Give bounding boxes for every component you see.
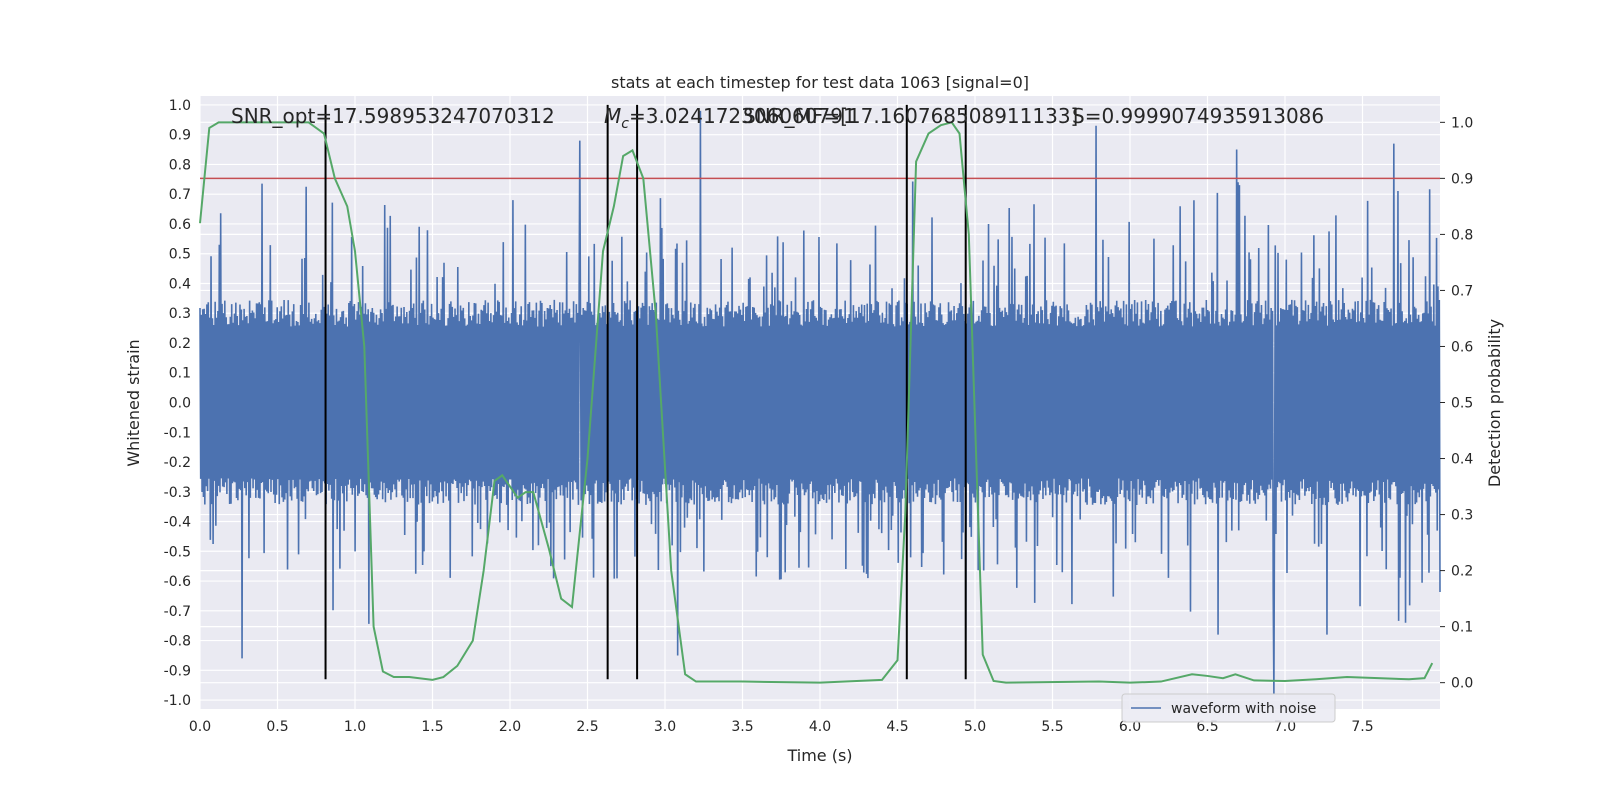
y2-tick-label: 0.8	[1451, 227, 1473, 243]
y-tick-label: 0.5	[169, 247, 191, 263]
annotation-snr-opt: SNR_opt=17.598953247070312	[231, 104, 555, 128]
y2-axis-label: Detection probability	[1485, 319, 1504, 487]
legend-label: waveform with noise	[1171, 701, 1316, 717]
mc-symbol: M	[604, 104, 621, 128]
x-tick-label: 2.5	[576, 719, 598, 735]
y-tick-label: -0.5	[164, 544, 191, 560]
x-tick-label: 4.5	[886, 719, 908, 735]
y-tick-label: -0.9	[164, 663, 191, 679]
y2-tick-label: 0.7	[1451, 283, 1473, 299]
y-tick-label: -0.7	[164, 604, 191, 620]
y-tick-label: 0.9	[169, 128, 191, 144]
y-tick-labels: 1.0 0.9 0.8 0.7 0.6 0.5 0.4 0.3 0.2 0.1 0.0 -0.1 -0.…	[164, 98, 191, 709]
y-tick-label: 0.6	[169, 217, 191, 233]
y2-tick-label: 0.0	[1451, 676, 1473, 692]
x-tick-label: 7.5	[1351, 719, 1373, 735]
x-tick-label: 6.5	[1196, 719, 1218, 735]
x-axis-label: Time (s)	[786, 746, 852, 765]
x-tick-label: 0.0	[189, 719, 211, 735]
y-tick-label: -0.2	[164, 455, 191, 471]
event-markers	[324, 104, 967, 680]
y-tick-label: -0.6	[164, 574, 191, 590]
x-tick-label: 1.5	[421, 719, 443, 735]
x-tick-label: 3.0	[654, 719, 676, 735]
annotation-s: S=0.9999074935913086	[1072, 104, 1324, 128]
y2-tick-label: 0.1	[1451, 620, 1473, 636]
y-tick-label: -0.8	[164, 634, 191, 650]
y2-tick-label: 0.9	[1451, 171, 1473, 187]
legend: waveform with noise	[1121, 693, 1336, 723]
y2-tick-label: 0.2	[1451, 564, 1473, 580]
x-tick-label: 6.0	[1119, 719, 1141, 735]
y-tick-label: 0.4	[169, 276, 191, 292]
mc-value: =3.024172306060791	[629, 104, 856, 128]
y-tick-label: -0.4	[164, 515, 191, 531]
y-tick-label: 0.7	[169, 187, 191, 203]
annotation-mc: Mc=3.024172306060791	[604, 104, 856, 132]
mc-subscript: c	[621, 116, 629, 132]
x-tick-label: 0.5	[266, 719, 288, 735]
y-tick-label: -0.1	[164, 425, 191, 441]
y-tick-label: 0.1	[169, 366, 191, 382]
x-tick-label: 1.0	[344, 719, 366, 735]
y-tick-label: -1.0	[164, 693, 191, 709]
y2-tick-label: 0.3	[1451, 508, 1473, 524]
y2-tick-label: 1.0	[1451, 115, 1473, 131]
strain-series	[199, 110, 1441, 695]
legend-box	[1121, 693, 1336, 723]
y2-tick-label: 0.6	[1451, 339, 1473, 355]
x-tick-label: 4.0	[809, 719, 831, 735]
x-tick-label: 2.0	[499, 719, 521, 735]
strain-line	[199, 110, 1441, 695]
probability-line	[199, 121, 1434, 684]
y-tick-label: 0.8	[169, 157, 191, 173]
y2-tick-label: 0.4	[1451, 452, 1473, 468]
x-tick-label: 7.0	[1274, 719, 1296, 735]
x-tick-label: 5.0	[964, 719, 986, 735]
y-axis-label: Whitened strain	[124, 339, 143, 466]
y-tick-label: 0.0	[169, 396, 191, 412]
probability-series	[199, 121, 1434, 684]
x-tick-label: 3.5	[731, 719, 753, 735]
y2-tick-label: 0.5	[1451, 396, 1473, 412]
x-tick-labels: 0.0 0.5 1.0 1.5 2.0 2.5 3.0 3.5 4.0 4.5 5.0 5.5 6.0 6…	[189, 719, 1374, 735]
annotation-snr-mf: SNR_MF=[17.160768508911133]	[743, 104, 1078, 128]
y-tick-label: 0.2	[169, 336, 191, 352]
y2-tick-labels: 1.0 0.9 0.8 0.7 0.6 0.5 0.4 0.3 0.2 0.1 0.0	[1440, 115, 1473, 692]
y-tick-label: 0.3	[169, 306, 191, 322]
y-tick-label: -0.3	[164, 485, 191, 501]
y-tick-label: 1.0	[169, 98, 191, 114]
chart-title: stats at each timestep for test data 106…	[611, 73, 1029, 92]
x-tick-label: 5.5	[1041, 719, 1063, 735]
